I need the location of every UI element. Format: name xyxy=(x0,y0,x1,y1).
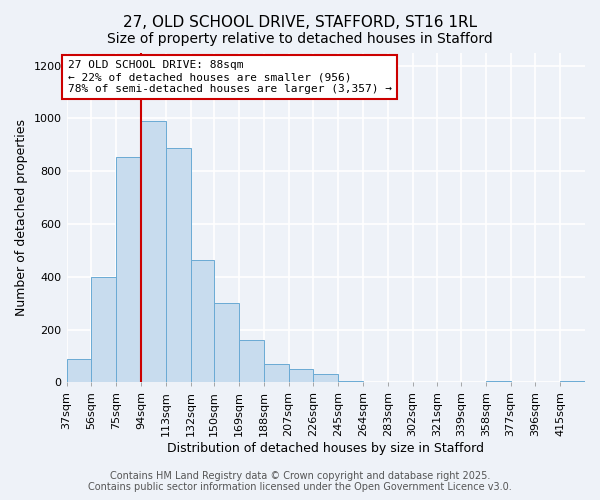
Bar xyxy=(239,340,264,382)
Text: 27, OLD SCHOOL DRIVE, STAFFORD, ST16 1RL: 27, OLD SCHOOL DRIVE, STAFFORD, ST16 1RL xyxy=(123,15,477,30)
Bar xyxy=(289,369,313,382)
Y-axis label: Number of detached properties: Number of detached properties xyxy=(15,119,28,316)
Bar xyxy=(338,381,363,382)
Bar xyxy=(67,358,91,382)
Text: 27 OLD SCHOOL DRIVE: 88sqm
← 22% of detached houses are smaller (956)
78% of sem: 27 OLD SCHOOL DRIVE: 88sqm ← 22% of deta… xyxy=(68,60,392,94)
Text: Size of property relative to detached houses in Stafford: Size of property relative to detached ho… xyxy=(107,32,493,46)
X-axis label: Distribution of detached houses by size in Stafford: Distribution of detached houses by size … xyxy=(167,442,484,455)
Bar xyxy=(166,148,191,382)
Bar xyxy=(486,381,511,382)
Text: Contains HM Land Registry data © Crown copyright and database right 2025.
Contai: Contains HM Land Registry data © Crown c… xyxy=(88,471,512,492)
Bar xyxy=(141,121,166,382)
Bar xyxy=(560,381,585,382)
Bar xyxy=(116,157,141,382)
Bar xyxy=(264,364,289,382)
Bar xyxy=(91,277,116,382)
Bar xyxy=(214,303,239,382)
Bar xyxy=(313,374,338,382)
Bar xyxy=(191,260,214,382)
